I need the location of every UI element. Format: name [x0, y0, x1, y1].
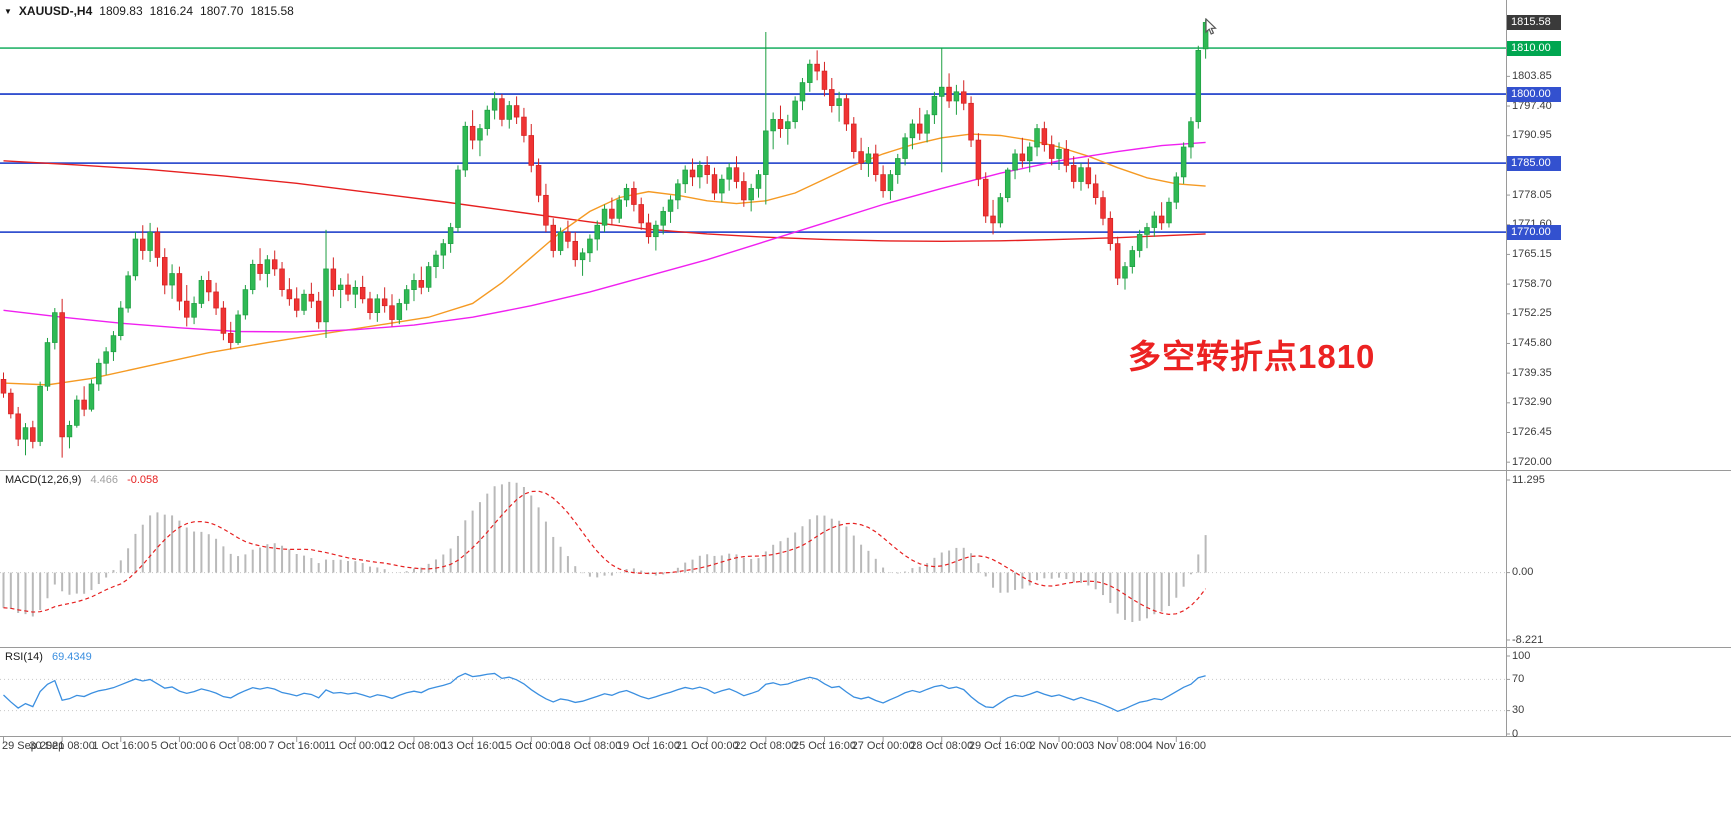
rsi-scale-label: 100 [1512, 649, 1531, 662]
time-axis-label: 29 Sep 2021 [2, 740, 65, 752]
rsi-scale-label: 70 [1512, 672, 1525, 685]
price-axis-label: 1745.80 [1512, 336, 1552, 349]
time-axis-label: 29 Oct 16:00 [968, 740, 1032, 752]
time-axis-label: 7 Oct 16:00 [268, 740, 326, 752]
macd-scale-label: 0.00 [1512, 566, 1534, 579]
macd-scale-label: -8.221 [1512, 633, 1544, 646]
hline-price-tag-1800[interactable]: 1800.00 [1507, 86, 1561, 102]
time-axis-label: 1 Oct 16:00 [92, 740, 150, 752]
time-axis-label: 21 Oct 00:00 [675, 740, 739, 752]
time-axis-label: 15 Oct 00:00 [499, 740, 563, 752]
time-axis-label: 13 Oct 16:00 [441, 740, 505, 752]
price-axis-label: 1752.25 [1512, 307, 1552, 320]
rsi-value: 69.4349 [51, 651, 92, 663]
hline-price-tag-1785[interactable]: 1785.00 [1507, 155, 1561, 171]
chart-annotation-text[interactable]: 多空转折点1810 [1128, 338, 1376, 375]
rsi-name-label: RSI(14) [5, 651, 43, 663]
price-axis-label: 1790.95 [1512, 129, 1552, 142]
time-axis-label: 28 Oct 08:00 [910, 740, 974, 752]
time-axis-label: 6 Oct 08:00 [209, 740, 267, 752]
time-axis-label: 25 Oct 16:00 [792, 740, 856, 752]
symbol-timeframe-label: XAUUSD-,H4 [18, 4, 93, 18]
time-axis-label: 2 Nov 00:00 [1029, 740, 1089, 752]
hline-price-tag-1770[interactable]: 1770.00 [1507, 224, 1561, 240]
ohlc-close-value: 1815.58 [250, 4, 294, 18]
macd-main-value: 4.466 [90, 474, 119, 486]
rsi-scale-label: 0 [1512, 727, 1519, 740]
current-price-tag[interactable]: 1815.58 [1507, 14, 1561, 30]
macd-name-label: MACD(12,26,9) [5, 474, 82, 486]
time-axis-label: 4 Nov 16:00 [1146, 740, 1206, 752]
time-axis-label: 19 Oct 16:00 [617, 740, 681, 752]
ohlc-high-value: 1816.24 [149, 4, 194, 18]
symbol-dropdown-icon[interactable]: ▼ [4, 6, 12, 16]
price-axis-label: 1797.40 [1512, 99, 1552, 112]
price-axis-label: 1803.85 [1512, 69, 1552, 82]
time-axis-label: 12 Oct 08:00 [382, 740, 446, 752]
price-axis-label: 1732.90 [1512, 396, 1552, 409]
price-axis-label: 1758.70 [1512, 277, 1552, 290]
price-axis-label: 1778.05 [1512, 188, 1552, 201]
ohlc-low-value: 1807.70 [200, 4, 244, 18]
macd-signal-value: -0.058 [127, 474, 159, 486]
ohlc-open-value: 1809.83 [99, 4, 143, 18]
rsi-indicator-label: RSI(14) 69.4349 [5, 651, 92, 663]
time-axis-label: 5 Oct 00:00 [150, 740, 208, 752]
price-axis-label: 1739.35 [1512, 366, 1552, 379]
time-axis-label: 27 Oct 00:00 [851, 740, 915, 752]
time-axis-label: 22 Oct 08:00 [734, 740, 798, 752]
macd-scale-label: 11.295 [1512, 473, 1545, 486]
time-axis-label: 30 Sep 08:00 [29, 740, 95, 752]
price-axis-label: 1765.15 [1512, 247, 1552, 260]
macd-indicator-label: MACD(12,26,9) 4.466 -0.058 [5, 474, 158, 486]
mouse-cursor-icon [1205, 17, 1219, 41]
rsi-scale-label: 30 [1512, 704, 1525, 717]
hline-price-tag-1810[interactable]: 1810.00 [1507, 40, 1561, 56]
price-axis-label: 1726.45 [1512, 426, 1552, 438]
time-axis-label: 3 Nov 08:00 [1087, 740, 1148, 752]
symbol-info-line: ▼ XAUUSD-,H4 1809.83 1816.24 1807.70 181… [4, 4, 294, 18]
price-axis-label: 1720.00 [1512, 455, 1552, 468]
time-axis-label: 11 Oct 00:00 [324, 740, 387, 752]
time-axis-label: 18 Oct 08:00 [558, 740, 622, 752]
